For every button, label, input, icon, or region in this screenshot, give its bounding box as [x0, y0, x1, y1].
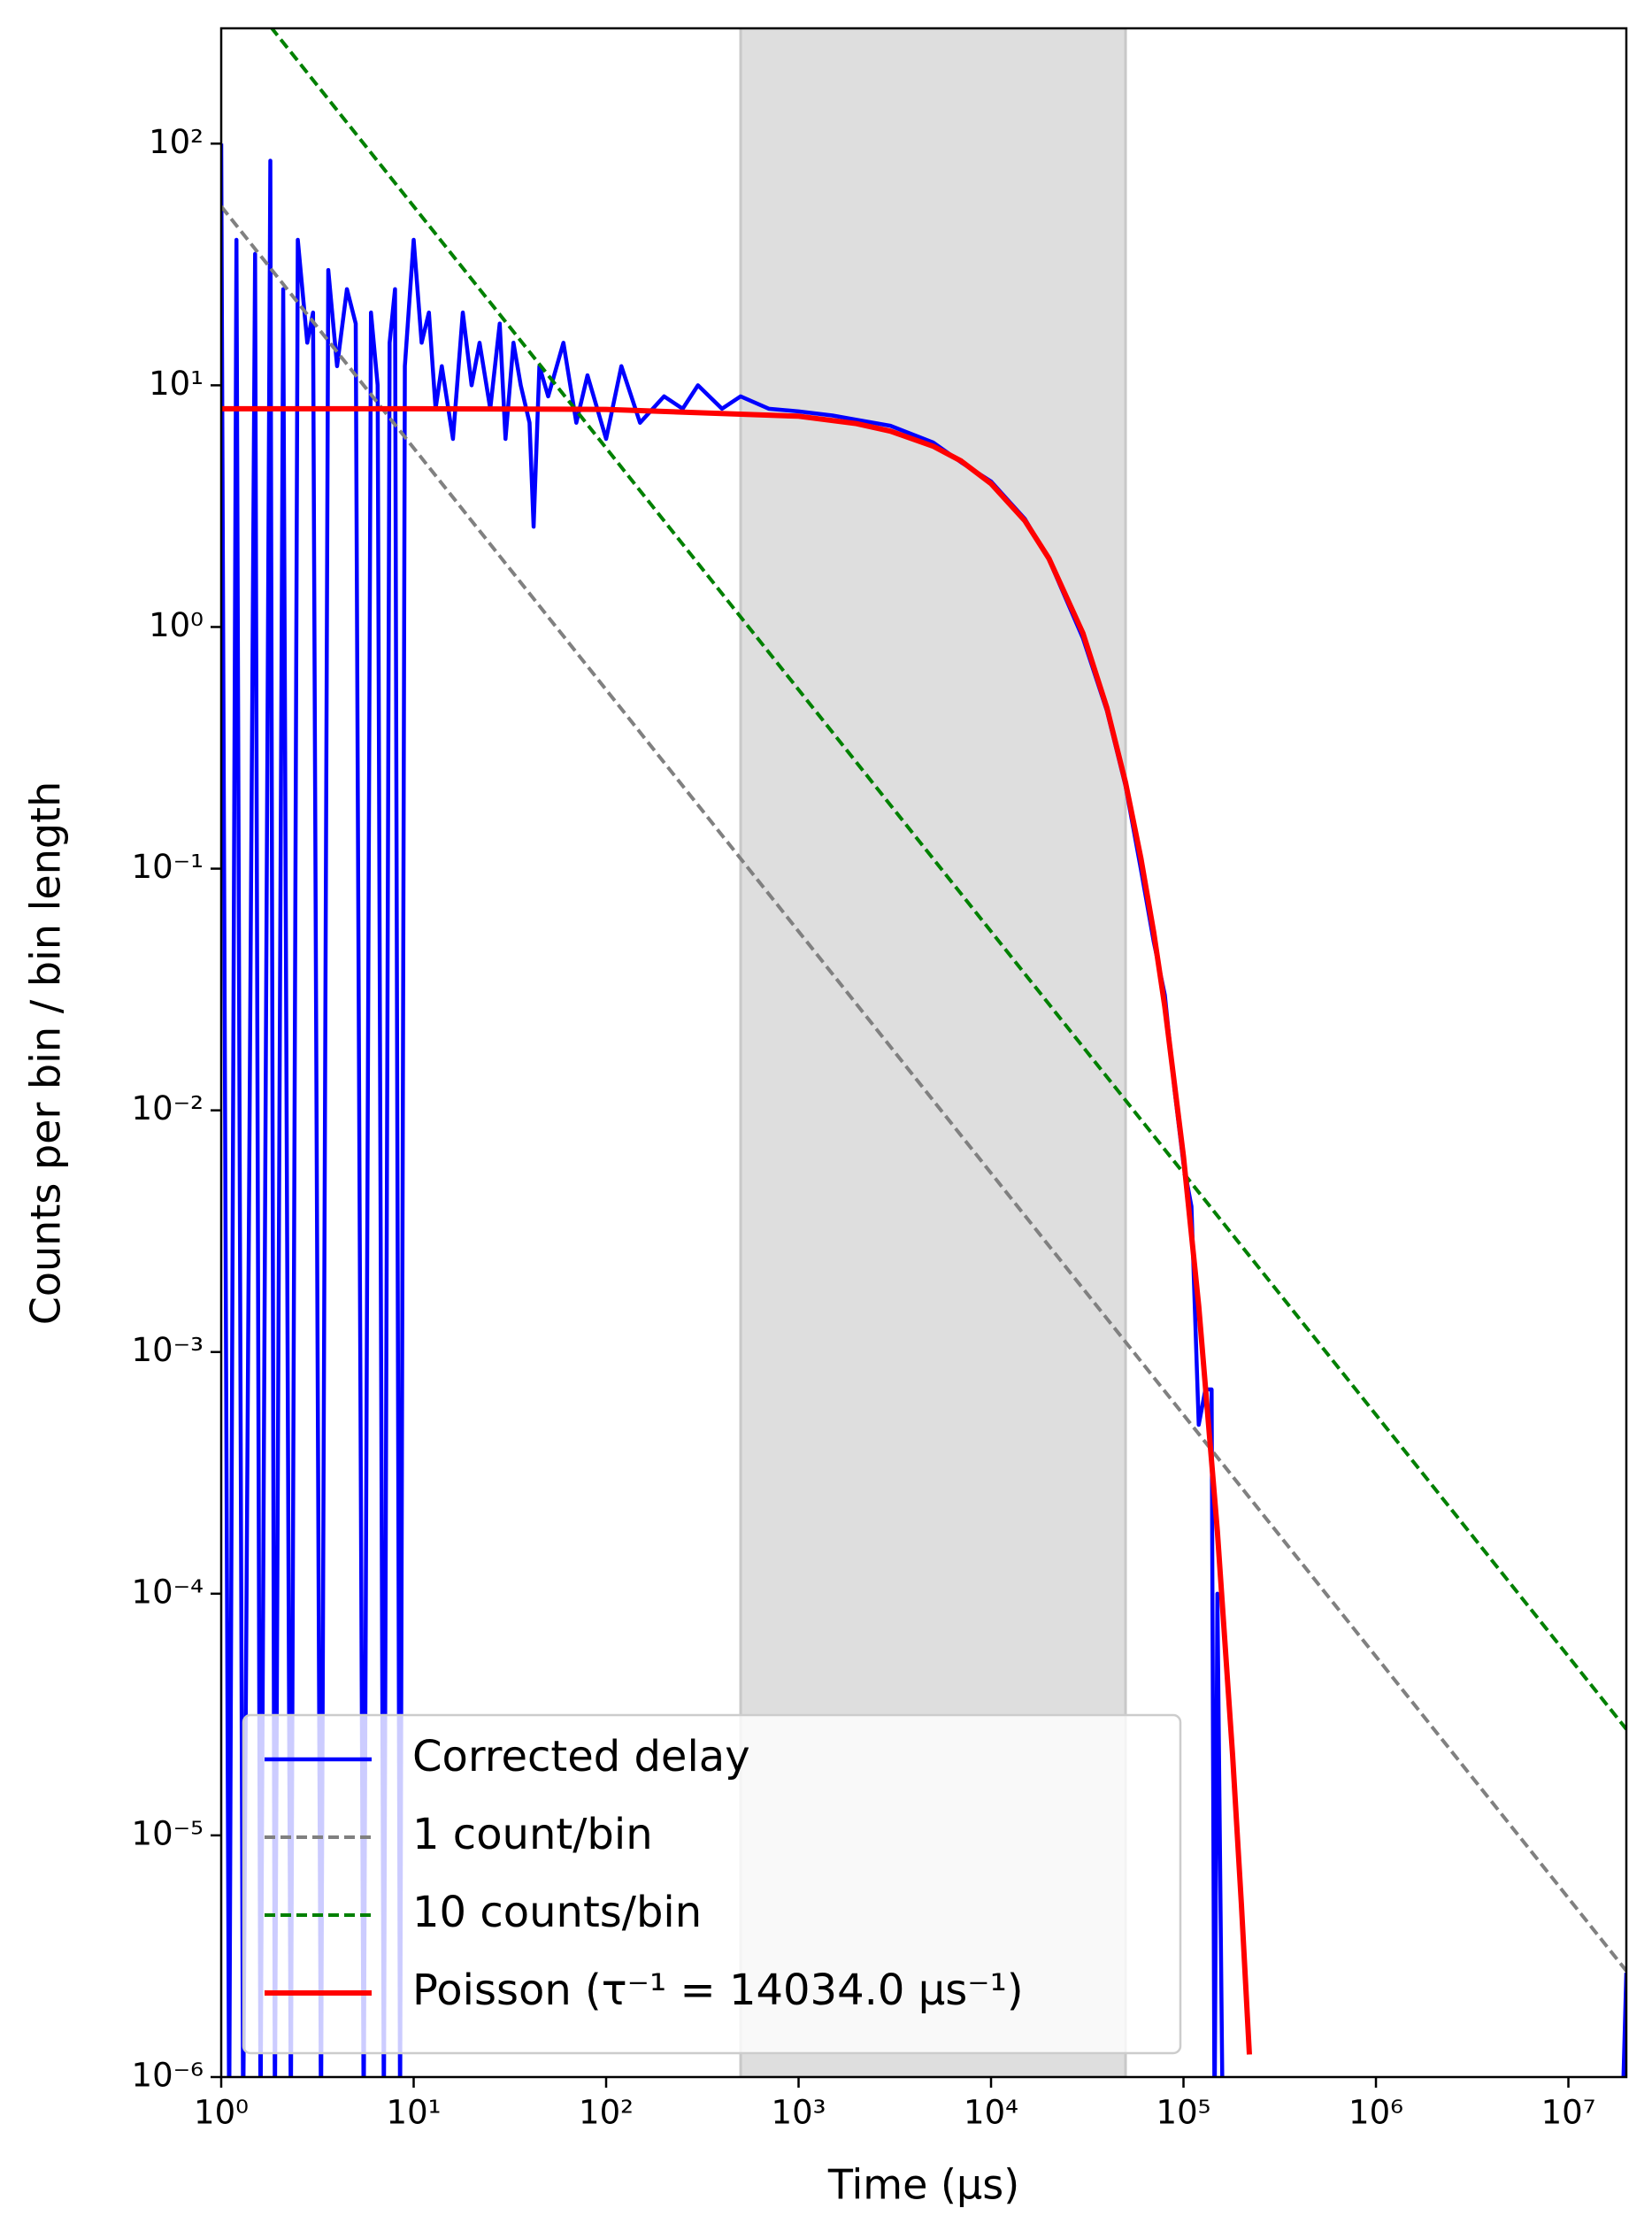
x-axis-label: Time (μs)	[827, 2161, 1019, 2209]
legend-label: Corrected delay	[412, 1732, 750, 1781]
series-line	[221, 204, 1626, 1973]
y-tick-label: 10⁻⁶	[132, 2057, 204, 2095]
legend-label: 1 count/bin	[412, 1810, 653, 1859]
x-tick-label: 10²	[579, 2094, 634, 2132]
legend-label: 10 counts/bin	[412, 1888, 702, 1937]
axes-frame	[219, 27, 1628, 2079]
y-tick-label: 10⁻¹	[132, 848, 204, 886]
y-tick-label: 10¹	[149, 365, 204, 403]
y-tick-label: 10⁰	[149, 606, 204, 644]
x-tick-label: 10⁶	[1348, 2094, 1403, 2132]
legend-box	[242, 1713, 1182, 2055]
x-tick-label: 10⁴	[964, 2094, 1018, 2132]
y-tick-label: 10⁻²	[132, 1089, 204, 1127]
y-tick-label: 10⁻³	[132, 1331, 204, 1369]
x-tick-label: 10⁵	[1156, 2094, 1211, 2132]
legend: Corrected delay 1 count/bin 10 counts/bin P…	[242, 1713, 1182, 2055]
y-tick-label: 10²	[149, 123, 204, 161]
x-tick-label: 10³	[772, 2094, 826, 2132]
x-tick-label: 10¹	[387, 2094, 442, 2132]
series-line	[269, 28, 1626, 1731]
y-axis-label: Counts per bin / bin length	[22, 781, 70, 1326]
y-tick-label: 10⁻⁴	[132, 1573, 204, 1611]
series-line	[221, 405, 1252, 2055]
legend-label: Poisson (τ⁻¹ = 14034.0 μs⁻¹)	[412, 1966, 1024, 2015]
x-tick-label: 10⁰	[194, 2094, 249, 2132]
x-tick-label: 10⁷	[1541, 2094, 1596, 2132]
y-tick-label: 10⁻⁵	[132, 1814, 204, 1852]
